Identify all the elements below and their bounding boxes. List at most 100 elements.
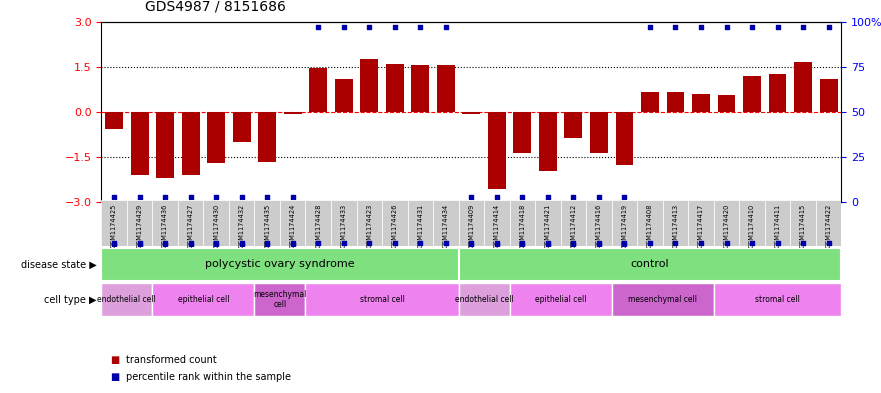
Text: stromal cell: stromal cell — [359, 295, 404, 304]
Bar — [790, 200, 816, 246]
Point — [362, 24, 376, 30]
Bar — [152, 200, 178, 246]
Text: GSM1174432: GSM1174432 — [239, 204, 245, 248]
Bar — [127, 200, 152, 246]
Bar — [509, 283, 611, 316]
Bar — [382, 200, 408, 246]
Point — [260, 242, 274, 248]
Bar — [586, 200, 611, 246]
Point — [311, 24, 325, 30]
Bar — [718, 95, 736, 112]
Point — [490, 240, 504, 246]
Bar — [101, 248, 459, 281]
Bar — [101, 283, 152, 316]
Text: GSM1174420: GSM1174420 — [723, 204, 729, 248]
Point — [490, 242, 504, 248]
Point — [694, 240, 708, 246]
Bar — [488, 112, 506, 189]
Point — [439, 240, 453, 246]
Point — [464, 240, 478, 246]
Bar — [535, 200, 560, 246]
Point — [592, 194, 606, 200]
Bar — [663, 200, 688, 246]
Point — [183, 240, 197, 246]
Bar — [459, 248, 841, 281]
Bar — [616, 112, 633, 165]
Point — [541, 240, 555, 246]
Point — [209, 242, 223, 248]
Bar — [692, 94, 710, 112]
Text: control: control — [631, 259, 670, 269]
Text: GSM1174421: GSM1174421 — [544, 204, 551, 248]
Point — [234, 194, 248, 200]
Bar — [280, 200, 306, 246]
Bar — [459, 283, 509, 316]
Text: GSM1174428: GSM1174428 — [315, 204, 322, 248]
Text: GSM1174409: GSM1174409 — [469, 204, 474, 248]
Text: transformed count: transformed count — [126, 354, 217, 365]
Bar — [509, 200, 535, 246]
Text: GSM1174418: GSM1174418 — [520, 204, 525, 248]
Point — [260, 240, 274, 246]
Point — [337, 24, 351, 30]
Point — [796, 24, 811, 30]
Text: GSM1174426: GSM1174426 — [392, 204, 398, 248]
Point — [669, 240, 683, 246]
Point — [618, 242, 632, 248]
Point — [464, 242, 478, 248]
Point — [643, 24, 657, 30]
Point — [388, 240, 402, 246]
Bar — [514, 112, 531, 152]
Point — [234, 242, 248, 248]
Text: GSM1174417: GSM1174417 — [698, 204, 704, 248]
Point — [694, 24, 708, 30]
Text: GSM1174434: GSM1174434 — [443, 204, 448, 248]
Text: endothelial cell: endothelial cell — [98, 295, 156, 304]
Point — [285, 242, 300, 248]
Bar — [331, 200, 357, 246]
Point — [107, 240, 121, 246]
Point — [822, 240, 836, 246]
Bar — [105, 112, 123, 129]
Bar — [611, 200, 637, 246]
Bar — [437, 65, 455, 112]
Point — [669, 24, 683, 30]
Point — [796, 240, 811, 246]
Bar — [463, 112, 480, 114]
Text: GSM1174433: GSM1174433 — [341, 204, 347, 248]
Bar — [819, 79, 838, 112]
Point — [209, 240, 223, 246]
Bar — [743, 76, 761, 112]
Bar — [765, 200, 790, 246]
Text: GSM1174430: GSM1174430 — [213, 204, 219, 248]
Point — [158, 242, 172, 248]
Point — [260, 194, 274, 200]
Bar — [411, 65, 429, 112]
Bar — [641, 92, 659, 112]
Text: GSM1174413: GSM1174413 — [672, 204, 678, 248]
Point — [771, 24, 785, 30]
Text: GSM1174429: GSM1174429 — [137, 204, 143, 248]
Bar — [637, 200, 663, 246]
Point — [209, 194, 223, 200]
Text: GSM1174416: GSM1174416 — [596, 204, 602, 248]
Text: GSM1174422: GSM1174422 — [825, 204, 832, 248]
Bar — [255, 283, 306, 316]
Point — [132, 240, 146, 246]
Point — [745, 24, 759, 30]
Bar — [590, 112, 608, 152]
Point — [132, 242, 146, 248]
Point — [566, 194, 581, 200]
Bar — [152, 283, 255, 316]
Text: mesenchymal
cell: mesenchymal cell — [253, 290, 307, 309]
Bar — [360, 59, 378, 112]
Bar — [560, 200, 586, 246]
Text: GDS4987 / 8151686: GDS4987 / 8151686 — [145, 0, 286, 14]
Bar — [484, 200, 509, 246]
Text: GSM1174425: GSM1174425 — [111, 204, 117, 248]
Text: epithelial cell: epithelial cell — [178, 295, 229, 304]
Text: GSM1174411: GSM1174411 — [774, 204, 781, 248]
Point — [337, 240, 351, 246]
Bar — [714, 283, 841, 316]
Bar — [611, 283, 714, 316]
